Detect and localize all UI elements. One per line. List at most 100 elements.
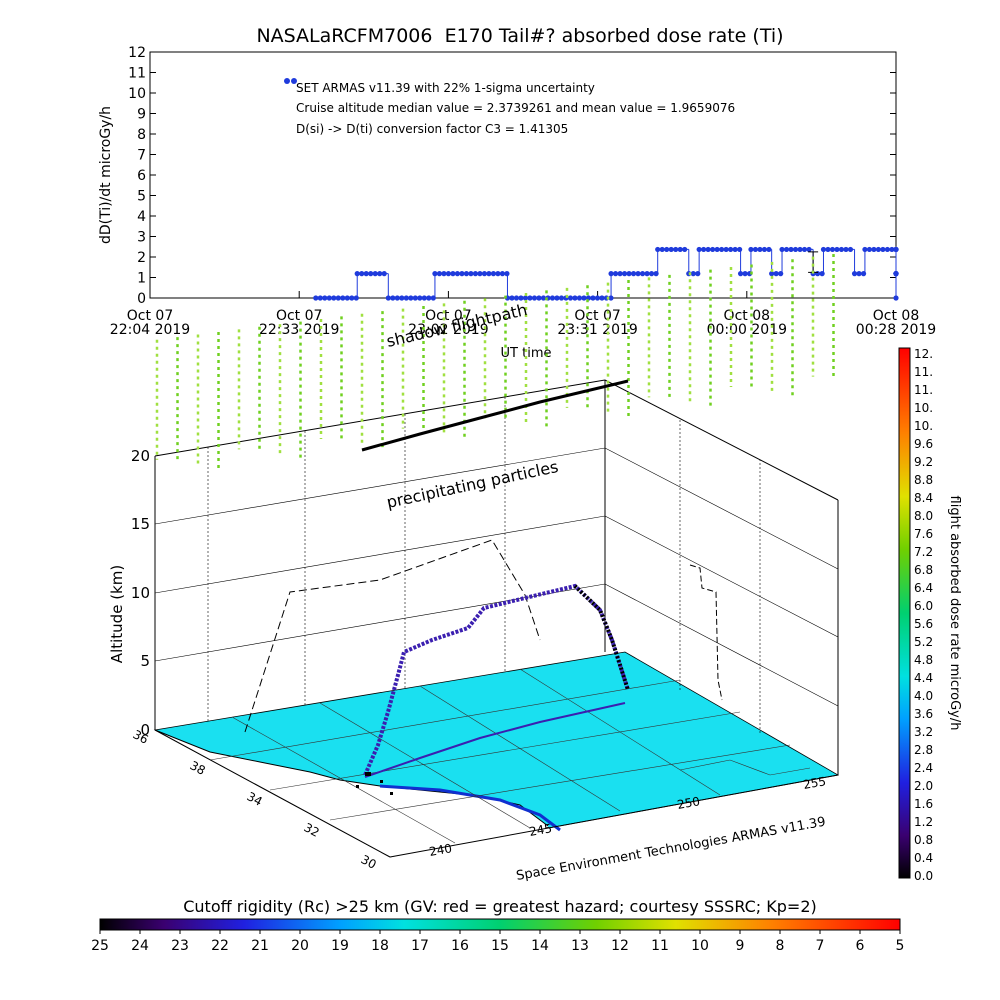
dose-colorbar-tick: 0.4	[914, 851, 933, 865]
dose-point	[710, 246, 716, 253]
rigidity-colorbar: Cutoff rigidity (Rc) >25 km (GV: red = g…	[91, 897, 904, 954]
y-axis-label: dD(Ti)/dt microGy/h	[98, 106, 114, 244]
z-tick-label: 20	[131, 447, 150, 465]
box-edge	[154, 379, 606, 457]
z-tick-label: 15	[131, 515, 150, 533]
grid-line	[154, 583, 606, 662]
coastline-band	[379, 784, 561, 832]
dose-point	[468, 271, 474, 277]
dose-point	[399, 295, 405, 301]
ocean-region	[155, 730, 552, 857]
rigidity-colorbar-tick: 25	[91, 938, 109, 954]
dose-point	[737, 271, 744, 277]
dose-point	[742, 271, 748, 277]
grid-line	[269, 711, 741, 791]
y-tick-label: 11	[128, 66, 146, 82]
dose-colorbar-tick: 5.6	[914, 617, 933, 631]
dose-point	[884, 246, 891, 253]
dose-point	[612, 271, 619, 277]
dose-point	[472, 271, 479, 277]
dose-point	[769, 271, 775, 277]
lat-axis-line	[154, 729, 391, 858]
dose-point	[549, 295, 556, 301]
dose-colorbar-label: flight absorbed dose rate microGy/h	[947, 496, 962, 731]
dose-point	[432, 271, 438, 277]
dose-point	[639, 271, 646, 277]
legend-marker	[291, 78, 297, 84]
grid-line	[209, 679, 681, 761]
ground-mark	[380, 780, 383, 783]
dose-point	[714, 246, 720, 253]
dose-point	[748, 246, 754, 253]
dose-colorbar-tick: 7.2	[914, 545, 933, 559]
grid-line	[604, 515, 839, 638]
dose-colorbar-tick: 2.4	[914, 761, 933, 775]
dose-point	[608, 271, 614, 277]
x-tick-label-time: 23:31 2019	[557, 322, 637, 338]
dose-colorbar-tick: 4.8	[914, 653, 933, 667]
rigidity-colorbar-tick: 24	[131, 938, 149, 954]
dose-point	[783, 246, 790, 253]
dose-point	[331, 295, 337, 301]
x-tick-label-date: Oct 07	[425, 308, 471, 324]
box-edge	[604, 379, 839, 501]
legend-label: SET ARMAS v11.39 with 22% 1-sigma uncert…	[296, 81, 595, 95]
dose-point	[648, 271, 655, 277]
dose-point	[322, 295, 328, 301]
dose-point	[572, 295, 578, 301]
dose-point	[880, 246, 886, 253]
dose-point	[673, 246, 679, 253]
dose-point	[732, 246, 738, 253]
dose-point	[454, 271, 461, 277]
x-axis-label: UT time	[501, 346, 552, 361]
dose-point	[477, 271, 483, 277]
dose-point	[368, 271, 374, 277]
dose-colorbar-tick: 1.6	[914, 797, 933, 811]
dose-colorbar-tick: 8.4	[914, 491, 933, 505]
dose-point	[412, 295, 418, 301]
x-tick-label-date: Oct 08	[873, 308, 919, 324]
rigidity-colorbar-tick: 8	[776, 938, 785, 954]
dose-point	[540, 295, 547, 301]
dose-point	[806, 246, 812, 253]
dose-point	[757, 246, 763, 253]
ground-track	[364, 702, 626, 778]
x-tick-label-time: 00:00 2019	[707, 322, 787, 338]
dose-point	[723, 246, 729, 253]
x-tick-label-time: 22:33 2019	[259, 322, 339, 338]
map-grid	[209, 668, 811, 844]
z-tick-label: 10	[131, 584, 150, 602]
dose-point	[445, 271, 452, 277]
error-bars	[808, 251, 819, 273]
x-tick-label-time: 23:02 2019	[408, 322, 488, 338]
rigidity-colorbar-tick: 20	[291, 938, 309, 954]
dose-point	[372, 271, 378, 277]
y-tick-label: 1	[137, 271, 146, 287]
dose-point	[527, 295, 533, 301]
dose-colorbar-gradient	[898, 347, 911, 879]
dose-point	[567, 295, 574, 301]
dose-point	[630, 271, 637, 277]
ground-mark	[365, 772, 371, 776]
dose-point	[668, 246, 674, 253]
dose-point	[701, 246, 707, 253]
annotation-conversion: D(si) -> D(ti) conversion factor C3 = 1.…	[296, 122, 568, 136]
dose-colorbar-tick: 12.	[914, 347, 933, 361]
dose-point	[421, 295, 427, 301]
dose-point	[871, 246, 877, 253]
rigidity-colorbar-tick: 12	[611, 938, 629, 954]
y-tick-label: 3	[137, 230, 146, 246]
dose-point	[847, 246, 854, 253]
x-tick-label-date: Oct 07	[276, 308, 322, 324]
dose-point	[581, 295, 587, 301]
lat-tick-label: 32	[302, 820, 322, 840]
dose-point	[359, 271, 365, 277]
dose-point	[838, 246, 845, 253]
z-axis-label: Altitude (km)	[108, 565, 126, 663]
dose-colorbar-tick: 11.	[914, 383, 933, 397]
dose-point	[626, 271, 632, 277]
lat-tick-label: 34	[245, 789, 265, 809]
dose-colorbar-tick: 4.4	[914, 671, 933, 685]
lat-tick-label: 30	[359, 852, 379, 872]
flight-3d-view: shadow flightpath precipitating particle…	[108, 254, 840, 884]
